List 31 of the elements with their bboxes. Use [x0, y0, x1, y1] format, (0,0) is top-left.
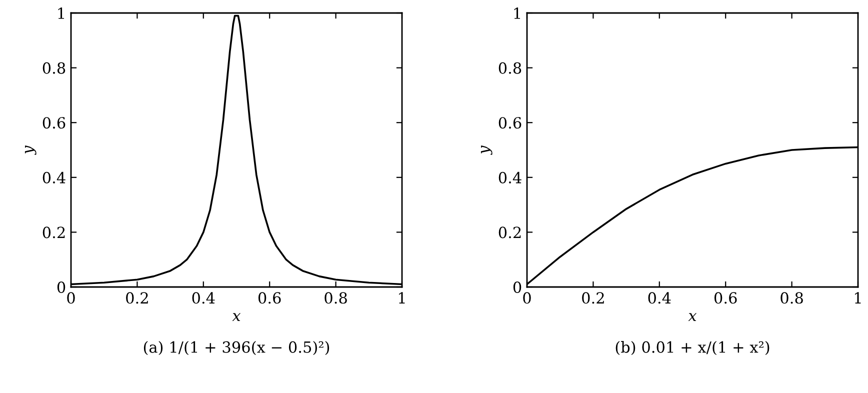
- x-tick-label: 0.4: [648, 292, 671, 304]
- x-tick-label: 0.4: [192, 292, 215, 304]
- x-tick-label: 1: [399, 292, 405, 304]
- y-tick-label: 0.6: [498, 117, 522, 129]
- x-tick-label: 1: [855, 292, 861, 304]
- y-tick-label: 0.2: [42, 226, 65, 238]
- x-axis-title: x: [232, 313, 241, 322]
- y-tick-label: 0.8: [498, 62, 522, 74]
- x-tick-label: 0.6: [714, 292, 737, 304]
- x-tick-label: 0.2: [582, 292, 604, 304]
- y-axis-title: y: [480, 146, 492, 155]
- y-tick-label: 1: [514, 7, 520, 19]
- y-tick-label: 0.6: [42, 117, 66, 129]
- y-tick-label: 0: [57, 281, 66, 294]
- y-axis-title: y: [24, 146, 36, 155]
- y-tick-label: 0: [513, 281, 522, 294]
- x-tick-label: 0: [523, 292, 531, 304]
- x-axis-title: x: [688, 313, 697, 322]
- y-tick-label: 0.2: [498, 226, 521, 238]
- x-tick-label: 0.6: [258, 292, 281, 304]
- x-tick-label: 0.8: [780, 292, 803, 304]
- x-tick-label: 0.2: [126, 292, 148, 304]
- y-tick-label: 0.8: [42, 62, 66, 74]
- x-tick-label: 0: [67, 292, 75, 304]
- y-tick-label: 0.4: [42, 172, 66, 184]
- y-tick-label: 0.4: [498, 172, 522, 184]
- y-tick-label: 1: [58, 7, 64, 19]
- x-tick-label: 0.8: [324, 292, 347, 304]
- text: (b) 0.01 + x/(1 + x²): [616, 341, 770, 356]
- line-series: [71, 14, 402, 286]
- text: (a) 1/(1 + 396(x − 0.5)²): [144, 341, 330, 356]
